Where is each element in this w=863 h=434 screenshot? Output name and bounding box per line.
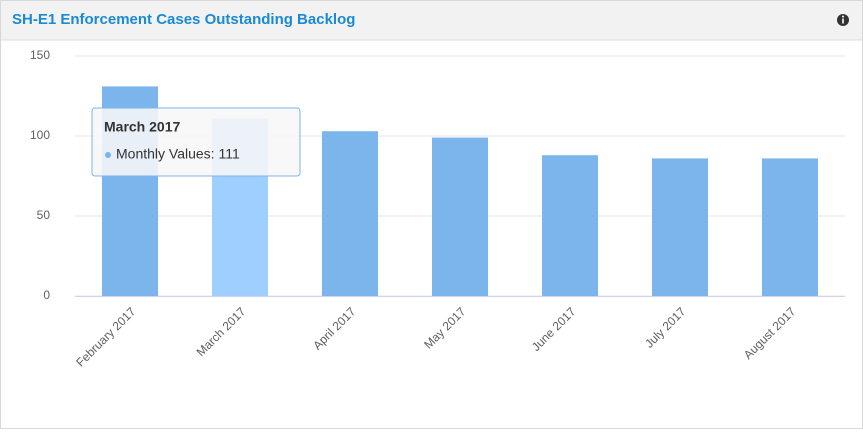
y-tick-label: 100 <box>30 128 50 142</box>
bar <box>652 158 708 296</box>
tooltip-box <box>91 107 301 177</box>
tooltip-title: March 2017 <box>104 119 180 135</box>
y-tick-label: 50 <box>37 208 51 222</box>
bar <box>762 158 818 296</box>
tooltip: March 2017 Monthly Values: 111 <box>91 107 301 177</box>
tooltip-label: Monthly Values: 111 <box>116 146 240 162</box>
info-icon[interactable] <box>837 14 849 26</box>
y-tick-label: 150 <box>30 48 50 62</box>
bar <box>322 131 378 296</box>
tooltip-swatch <box>105 152 111 158</box>
bar <box>542 155 598 296</box>
bar <box>432 137 488 296</box>
header-bar <box>1 1 862 40</box>
y-tick-label: 0 <box>43 288 50 302</box>
chart-title: SH-E1 Enforcement Cases Outstanding Back… <box>12 11 355 28</box>
